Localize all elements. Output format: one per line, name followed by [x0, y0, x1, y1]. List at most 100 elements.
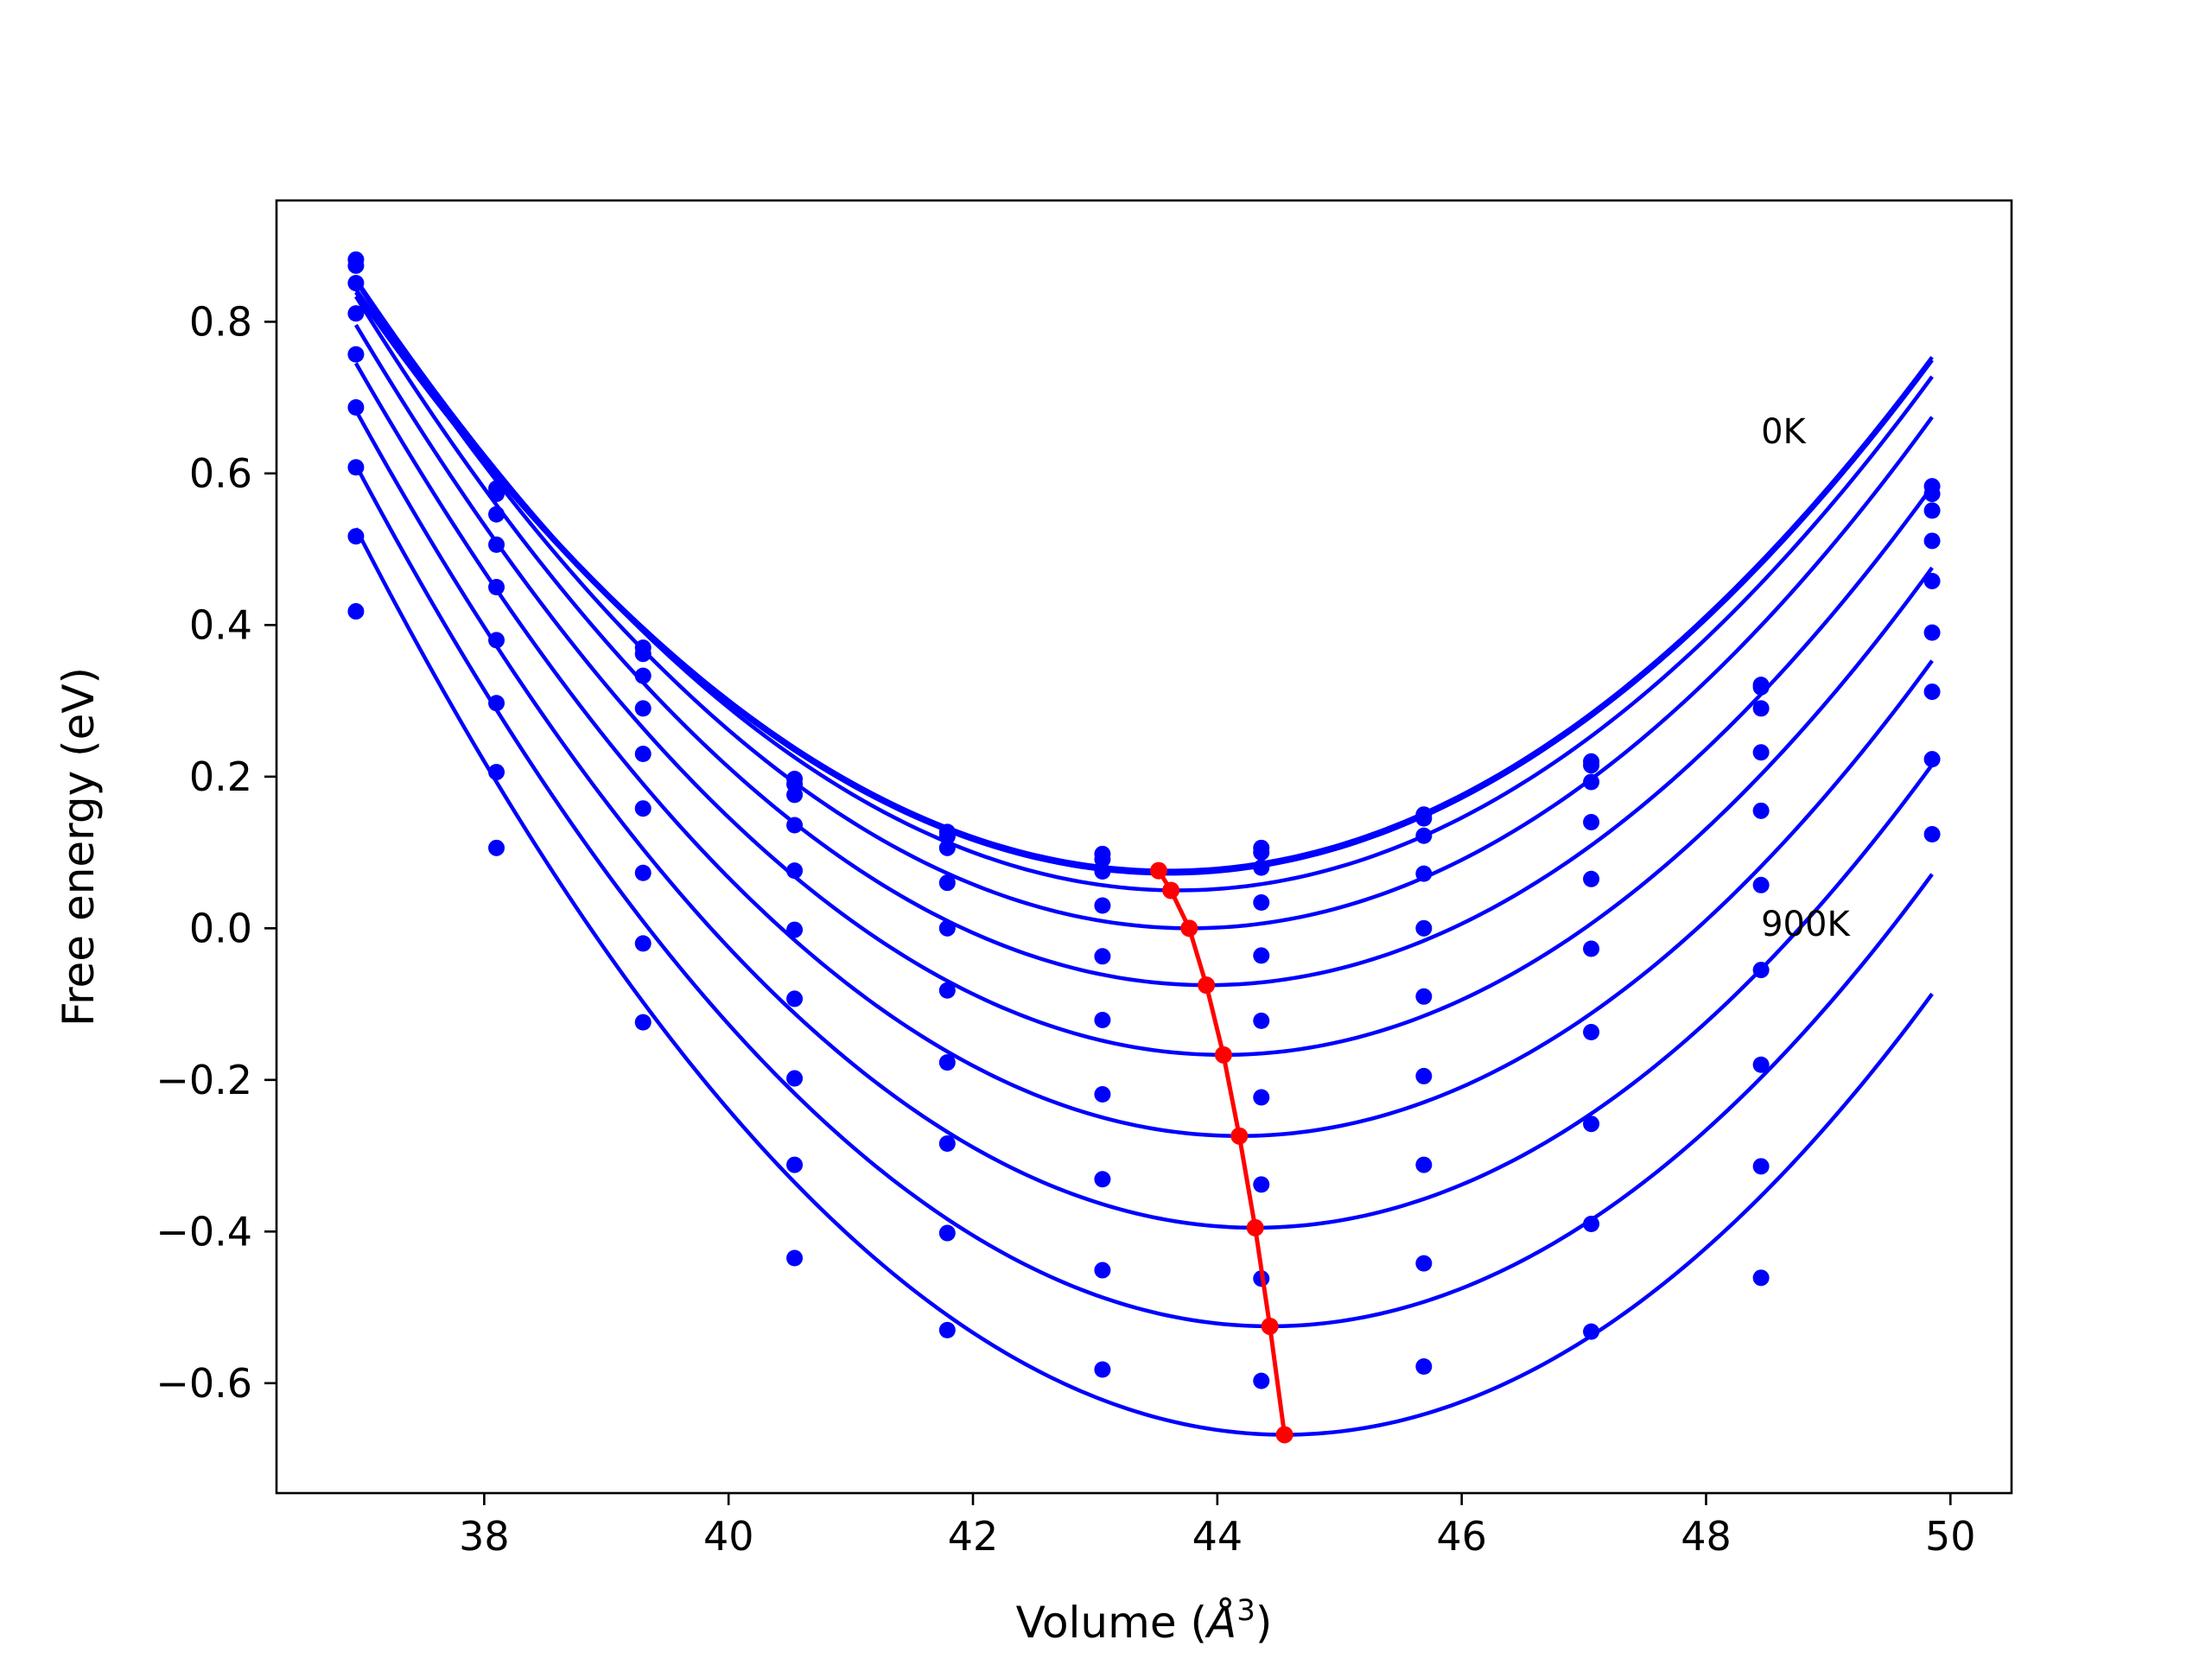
equilibrium-point [1180, 919, 1198, 938]
data-point-500K [634, 800, 652, 817]
data-point-900K [1094, 1361, 1111, 1378]
data-point-300K [1923, 532, 1941, 550]
data-point-500K [1583, 940, 1600, 957]
data-point-600K [634, 864, 652, 881]
data-point-700K [347, 528, 365, 545]
y-tick-label: 0.4 [189, 601, 252, 648]
data-point-300K [1094, 897, 1111, 914]
fit-curve-700K [353, 409, 1934, 1230]
data-point-800K [1752, 1158, 1770, 1175]
data-point-600K [1253, 1089, 1270, 1106]
equilibrium-point [1261, 1317, 1279, 1335]
data-point-900K [938, 1321, 956, 1338]
y-tick-label: 0.0 [189, 905, 252, 951]
data-point-800K [347, 603, 365, 620]
data-point-800K [1923, 826, 1941, 843]
data-point-200K [1583, 773, 1600, 791]
data-point-300K [1752, 744, 1770, 761]
data-point-600K [1752, 962, 1770, 979]
data-point-400K [488, 578, 505, 595]
data-point-600K [1583, 1024, 1600, 1041]
x-tick-label: 48 [1681, 1513, 1732, 1560]
data-point-400K [634, 746, 652, 763]
y-axis-ticks: −0.6 −0.4 −0.2 0.0 0.2 0.4 0.6 0.8 [156, 298, 276, 1407]
x-tick-label: 50 [1925, 1513, 1976, 1560]
data-point-600K [1415, 1067, 1433, 1084]
data-point-500K [488, 632, 505, 649]
data-point-100K [634, 645, 652, 663]
data-point-800K [1415, 1255, 1433, 1272]
data-point-700K [938, 1135, 956, 1153]
data-point-400K [786, 862, 804, 880]
data-point-600K [1094, 1085, 1111, 1103]
data-point-200K [938, 839, 956, 856]
data-point-100K [1923, 486, 1941, 503]
equilibrium-point [1275, 1426, 1294, 1444]
data-point-100K [488, 486, 505, 503]
data-point-600K [786, 990, 804, 1007]
data-point-300K [786, 817, 804, 834]
data-point-700K [1923, 751, 1941, 768]
y-tick-label: 0.8 [189, 298, 252, 345]
y-axis-label: Free energy (eV) [54, 667, 104, 1027]
data-point-300K [1253, 893, 1270, 911]
data-point-800K [488, 839, 505, 856]
fit-curve-0K [354, 288, 1934, 873]
fit-curve-900K [353, 527, 1934, 1437]
data-point-300K [488, 536, 505, 553]
y-tick-label: −0.6 [156, 1360, 252, 1407]
data-point-400K [1752, 802, 1770, 819]
data-point-400K [1923, 572, 1941, 589]
data-point-900K [1583, 1323, 1600, 1340]
data-point-800K [634, 1014, 652, 1031]
y-tick-label: 0.2 [189, 753, 252, 800]
data-point-200K [786, 786, 804, 804]
data-point-900K [1415, 1357, 1433, 1375]
data-point-400K [1583, 870, 1600, 887]
equilibrium-point [1162, 881, 1180, 899]
data-point-100K [1094, 850, 1111, 868]
data-point-300K [347, 305, 365, 322]
equilibrium-volume-line [1149, 861, 1294, 1444]
data-point-700K [786, 1070, 804, 1087]
data-point-300K [1583, 813, 1600, 830]
y-tick-label: 0.6 [189, 450, 252, 497]
fitted-curves [353, 277, 1934, 1437]
data-point-700K [1094, 1171, 1111, 1188]
data-point-500K [1752, 876, 1770, 893]
x-axis-label: Volume (Å3) [1016, 1593, 1273, 1648]
data-point-400K [1415, 919, 1433, 937]
data-point-500K [1253, 1012, 1270, 1029]
data-point-800K [1583, 1216, 1600, 1233]
data-point-400K [938, 919, 956, 937]
data-point-500K [347, 399, 365, 416]
fit-curve-400K [354, 295, 1934, 988]
equilibrium-point [1230, 1127, 1249, 1145]
data-point-100K [938, 828, 956, 845]
data-point-400K [1094, 948, 1111, 965]
y-tick-label: −0.2 [156, 1057, 252, 1103]
data-point-500K [1415, 988, 1433, 1005]
x-tick-label: 40 [703, 1513, 754, 1560]
data-point-500K [938, 982, 956, 999]
y-tick-label: −0.4 [156, 1208, 252, 1255]
data-point-700K [1415, 1156, 1433, 1173]
data-point-200K [1752, 700, 1770, 717]
data-point-300K [938, 874, 956, 892]
temperature-annotation: 900K [1761, 905, 1851, 944]
data-point-800K [786, 1156, 804, 1173]
data-points [347, 251, 1941, 1389]
data-point-300K [634, 700, 652, 717]
data-point-200K [634, 667, 652, 684]
data-point-100K [1583, 757, 1600, 774]
fit-curve-300K [354, 280, 1934, 931]
data-point-500K [786, 921, 804, 938]
data-point-100K [1415, 810, 1433, 827]
data-point-100K [347, 257, 365, 274]
data-point-700K [488, 764, 505, 781]
data-point-500K [1094, 1011, 1111, 1028]
data-point-700K [1752, 1056, 1770, 1073]
data-point-200K [1415, 827, 1433, 844]
data-point-600K [488, 695, 505, 712]
